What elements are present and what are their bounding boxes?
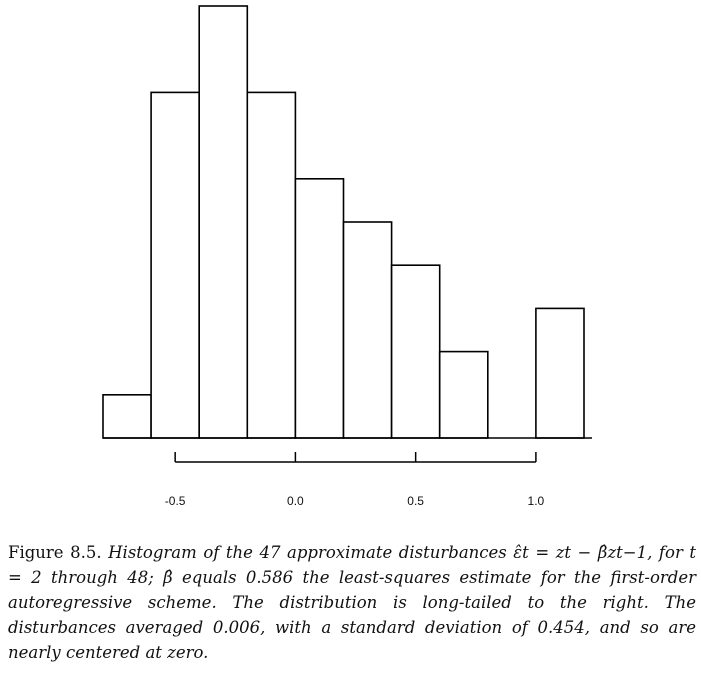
figure-caption: Figure 8.5. Histogram of the 47 approxim… <box>8 540 696 665</box>
histogram-bar <box>294 178 345 439</box>
caption-body: Histogram of the 47 approximate disturba… <box>8 543 697 662</box>
x-tick-label: 0.5 <box>407 494 424 508</box>
histogram-bar <box>390 264 441 439</box>
x-tick-label: 0.0 <box>287 494 304 508</box>
x-axis: -0.5 0.0 0.5 1.0 <box>165 452 545 508</box>
x-tick-label: 1.0 <box>528 494 545 508</box>
histogram-bar <box>246 91 297 439</box>
histogram-bar <box>438 350 489 439</box>
x-tick-label: -0.5 <box>165 494 186 508</box>
histogram-plot: -0.5 0.0 0.5 1.0 <box>102 5 592 508</box>
histogram-bar <box>150 91 201 439</box>
histogram-bar <box>342 221 393 439</box>
histogram-bar <box>102 393 152 439</box>
histogram-bar <box>198 5 249 439</box>
caption-lead: Figure 8.5. <box>8 543 102 562</box>
histogram-bar <box>535 307 585 439</box>
histogram-bars <box>102 5 585 439</box>
